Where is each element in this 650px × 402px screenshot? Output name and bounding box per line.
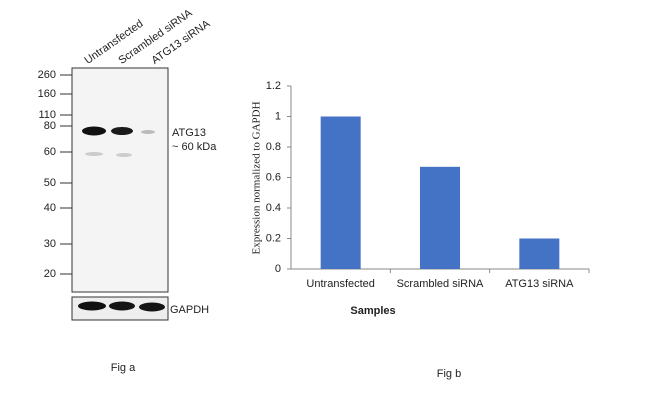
- marker-label: 260: [38, 69, 56, 81]
- y-tick-label: 0: [275, 263, 281, 275]
- target-label: ATG13: [172, 127, 206, 139]
- y-tick-label: 0.8: [266, 141, 281, 153]
- band: [78, 301, 106, 311]
- y-axis-label: Expression normalized to GAPDH: [251, 101, 263, 254]
- x-tick-label: Scrambled siRNA: [397, 278, 484, 290]
- marker-label: 30: [44, 238, 56, 250]
- marker-label: 110: [38, 109, 56, 121]
- marker-label: 160: [38, 88, 56, 100]
- x-tick-label: Untransfected: [306, 278, 374, 290]
- y-tick-label: 0.6: [266, 171, 281, 183]
- y-tick-label: 0.2: [266, 232, 281, 244]
- caption: Fig a: [111, 362, 136, 374]
- bar: [420, 166, 460, 269]
- band: [109, 301, 135, 311]
- y-tick-label: 0.4: [266, 202, 281, 214]
- band: [82, 126, 106, 136]
- marker-label: 20: [44, 268, 56, 280]
- band: [141, 130, 155, 134]
- y-tick-label: 1: [275, 110, 281, 122]
- x-axis-label: Samples: [350, 305, 395, 317]
- caption: Fig b: [437, 368, 461, 380]
- marker-label: 40: [44, 202, 56, 214]
- target-size: ~ 60 kDa: [172, 141, 217, 153]
- bar: [320, 116, 361, 269]
- control-label: GAPDH: [170, 304, 209, 316]
- band: [116, 153, 132, 157]
- x-tick-label: ATG13 siRNA: [505, 278, 574, 290]
- band: [111, 127, 133, 135]
- marker-label: 50: [44, 177, 56, 189]
- western-blot: ATG13 ~ 60 kDa GAPDH: [71, 67, 217, 321]
- y-tick-label: 1.2: [266, 80, 281, 92]
- marker-label: 80: [44, 120, 56, 132]
- marker-label: 60: [44, 146, 56, 158]
- band: [139, 302, 165, 312]
- band: [85, 152, 103, 156]
- blot-panel: [71, 67, 169, 293]
- bar: [519, 238, 560, 269]
